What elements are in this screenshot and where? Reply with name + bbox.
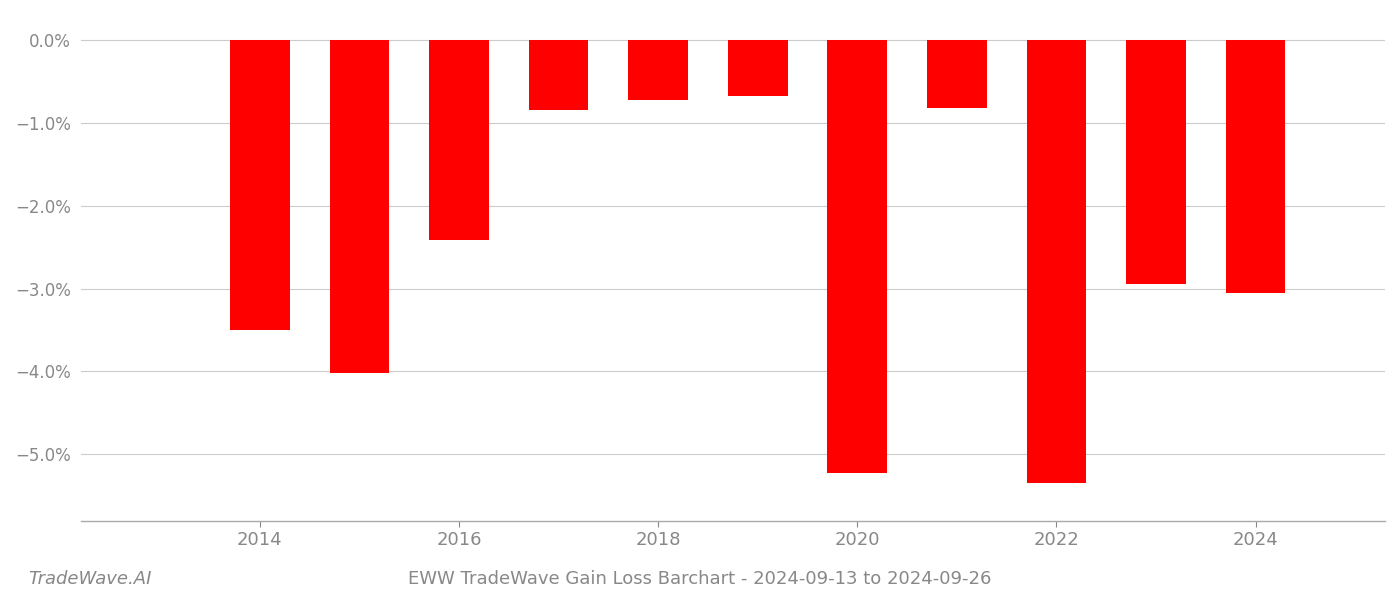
- Bar: [827, 40, 888, 473]
- Bar: [529, 40, 588, 110]
- Text: TradeWave.AI: TradeWave.AI: [28, 570, 151, 588]
- Bar: [1026, 40, 1086, 483]
- Bar: [329, 40, 389, 373]
- Bar: [1126, 40, 1186, 284]
- Bar: [728, 40, 788, 96]
- Bar: [230, 40, 290, 330]
- Bar: [927, 40, 987, 108]
- Text: EWW TradeWave Gain Loss Barchart - 2024-09-13 to 2024-09-26: EWW TradeWave Gain Loss Barchart - 2024-…: [409, 570, 991, 588]
- Bar: [430, 40, 489, 241]
- Bar: [1225, 40, 1285, 293]
- Bar: [629, 40, 687, 100]
